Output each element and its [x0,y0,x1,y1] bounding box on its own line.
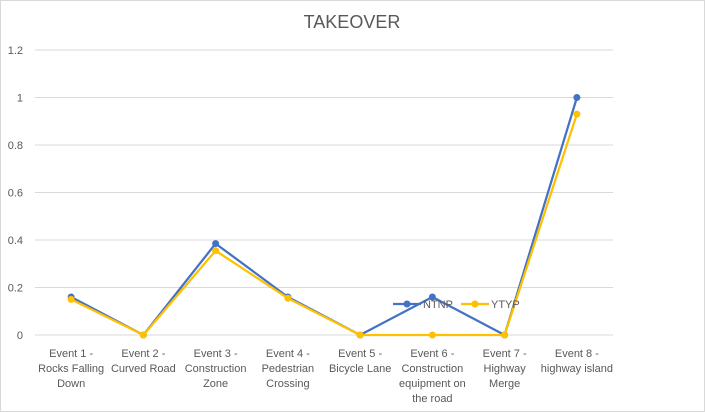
x-tick-label-line: Down [57,378,85,390]
chart-title: TAKEOVER [304,12,401,32]
data-point [139,331,147,339]
data-point [573,94,581,101]
x-tick-label-line: Zone [203,378,228,390]
y-tick-label: 0.2 [8,283,23,295]
data-point [501,331,509,339]
x-tick-label-line: equipment on [399,378,466,390]
data-point [573,110,581,118]
x-tick-label-line: Pedestrian [262,363,315,375]
x-tick-label: Event 4 - Pedestrian Crossing [262,348,315,390]
legend-label: YTYP [491,299,520,311]
legend-swatch-marker [471,300,479,308]
data-point [284,294,292,302]
x-tick-label-line: Event 4 - [266,348,310,360]
x-tick-label-line: Crossing [266,378,309,390]
x-tick-label: Event 7 - Highway Merge [483,348,527,390]
data-point [428,293,436,301]
y-tick-label: 1.2 [8,45,23,57]
data-point [212,240,220,248]
legend-swatch-marker [403,300,411,308]
x-tick-label: Event 3 - Construction Zone [185,348,247,390]
x-tick-label-line: Highway [484,363,527,375]
legend: NTNP YTYP [393,299,520,311]
x-tick-label-line: Merge [489,378,520,390]
x-tick-label-line: Event 8 - [555,348,599,360]
y-tick-label: 0 [17,330,23,342]
data-point [428,331,436,339]
x-tick-label: Event 5 - Bicycle Lane [329,348,391,375]
x-tick-label: Event 8 - highway island [541,348,613,375]
x-axis-ticks: Event 1 - Rocks Falling Down Event 2 - Curve… [38,348,613,405]
x-tick-label-line: Event 1 - [49,348,93,360]
x-tick-label-line: Construction [185,363,247,375]
y-tick-label: 0.8 [8,140,23,152]
series-ytyp [67,110,581,339]
data-point [67,295,75,303]
gridlines [35,49,613,336]
x-tick-label-line: Event 5 - [338,348,382,360]
data-point [356,331,364,339]
x-tick-label-line: Curved Road [111,363,176,375]
x-tick-label-line: the road [412,393,452,405]
legend-item-ytyp: YTYP [461,299,520,311]
legend-item-ntnp: NTNP [393,299,453,311]
y-axis-ticks: 0 0.2 0.4 0.6 0.8 1 1.2 [8,45,23,342]
x-tick-label: Event 6 - Construction equipment on the roa… [399,348,466,405]
series-layer [67,94,581,339]
x-tick-label-line: Rocks Falling [38,363,104,375]
x-tick-label-line: Construction [401,363,463,375]
x-tick-label-line: Event 6 - [410,348,454,360]
y-tick-label: 1 [17,93,23,105]
y-tick-label: 0.4 [8,235,23,247]
y-tick-label: 0.6 [8,188,23,200]
data-point [212,247,220,255]
x-tick-label-line: Event 2 - [121,348,165,360]
x-tick-label-line: highway island [541,363,613,375]
x-tick-label: Event 2 - Curved Road [111,348,176,375]
legend-label: NTNP [423,299,453,311]
x-tick-label-line: Event 7 - [483,348,527,360]
x-tick-label: Event 1 - Rocks Falling Down [38,348,104,390]
x-tick-label-line: Event 3 - [194,348,238,360]
series-line [70,113,578,337]
x-tick-label-line: Bicycle Lane [329,363,391,375]
